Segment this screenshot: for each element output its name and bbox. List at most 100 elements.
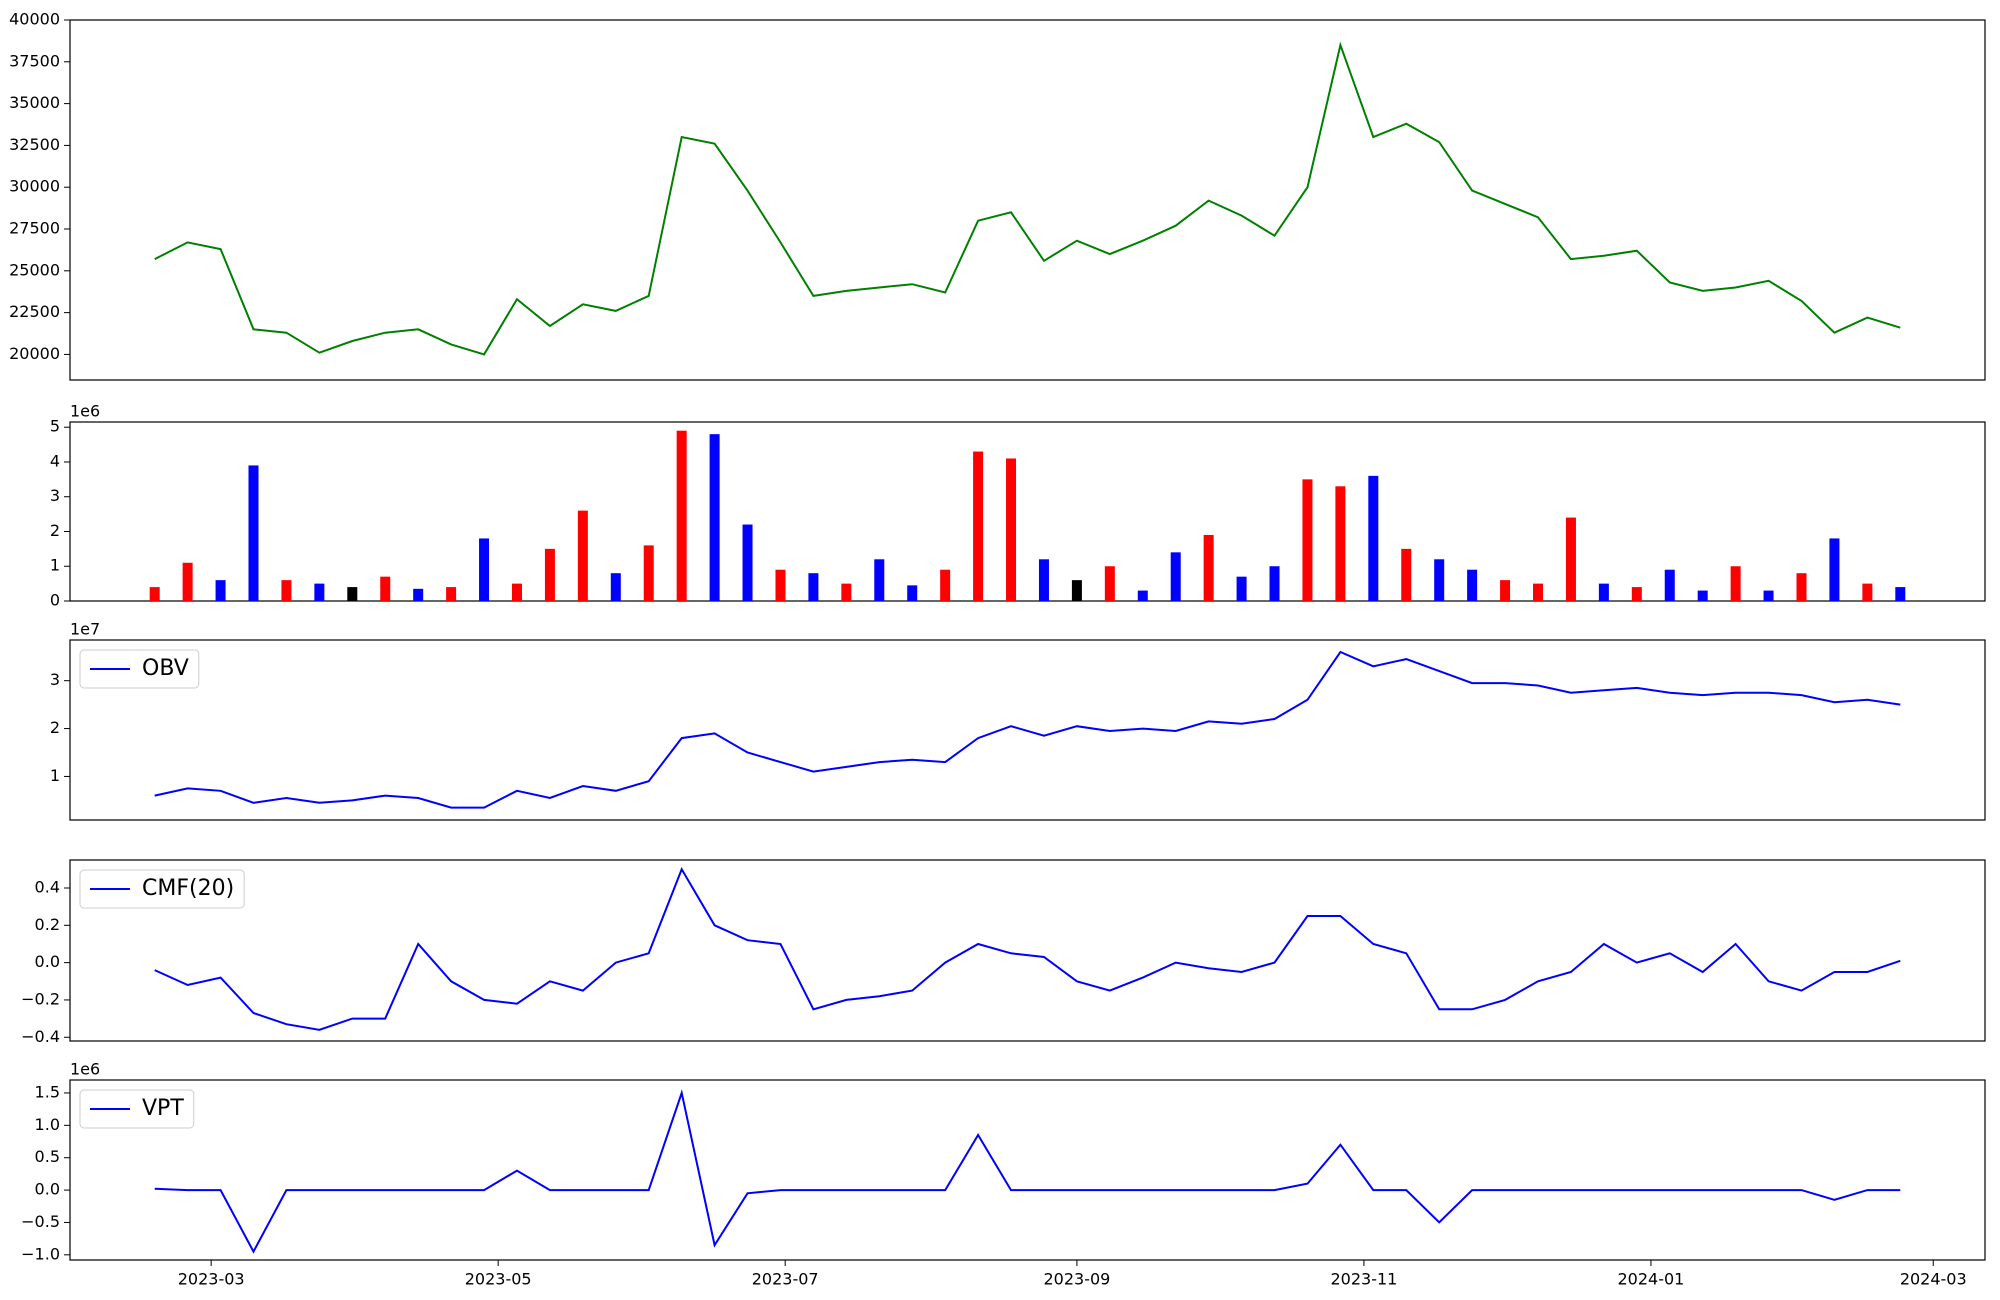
- bar: [1533, 583, 1544, 601]
- legend-text: CMF(20): [142, 876, 234, 901]
- bar: [643, 545, 654, 601]
- bar: [1631, 587, 1642, 601]
- y-tick-label: 0.0: [35, 1180, 60, 1199]
- bar: [1236, 576, 1247, 601]
- y-tick-label: 0.4: [35, 877, 60, 896]
- bar: [1071, 580, 1082, 601]
- y-tick-label: 0: [50, 591, 60, 610]
- plot-frame: [69, 639, 1986, 821]
- y-tick-label: 2: [50, 718, 60, 737]
- bar: [841, 583, 852, 601]
- y-tick-label: 30000: [9, 177, 60, 196]
- y-offset-label: 1e6: [70, 1060, 100, 1079]
- plot-frame: [69, 859, 1986, 1042]
- legend-text: VPT: [142, 1096, 184, 1121]
- legend-box: [79, 1089, 195, 1129]
- bar: [676, 430, 687, 601]
- bar: [347, 587, 358, 601]
- y-tick-label: 3: [50, 486, 60, 505]
- bar: [808, 573, 819, 601]
- y-tick-label: 1.5: [35, 1082, 60, 1101]
- bar: [1664, 569, 1675, 601]
- bar: [1302, 479, 1313, 601]
- bar: [1434, 559, 1445, 601]
- bar: [1137, 590, 1148, 601]
- bar: [610, 573, 621, 601]
- y-tick-label: 1: [50, 556, 60, 575]
- bar: [1401, 548, 1412, 601]
- y-tick-label: 27500: [9, 219, 60, 238]
- y-tick-label: 3: [50, 670, 60, 689]
- y-tick-label: −0.4: [21, 1027, 60, 1046]
- x-tick-label: 2023-11: [1330, 1270, 1397, 1289]
- bar: [1269, 566, 1280, 601]
- y-tick-label: 0.2: [35, 915, 60, 934]
- line: [154, 867, 1901, 1031]
- y-tick-label: 25000: [9, 260, 60, 279]
- y-tick-label: 0.0: [35, 952, 60, 971]
- bar: [544, 548, 555, 601]
- bar: [314, 583, 325, 601]
- x-tick-label: 2024-01: [1618, 1270, 1685, 1289]
- x-tick-label: 2023-09: [1043, 1270, 1110, 1289]
- bar: [380, 576, 391, 601]
- line: [154, 1089, 1901, 1254]
- bar: [1006, 458, 1017, 601]
- bar: [742, 524, 753, 601]
- bar: [1565, 517, 1576, 601]
- bar: [281, 580, 292, 601]
- legend-text: OBV: [142, 656, 189, 681]
- bar: [1203, 534, 1214, 601]
- bar: [973, 451, 984, 601]
- bar: [1763, 590, 1774, 601]
- x-tick-label: 2023-07: [752, 1270, 819, 1289]
- y-tick-label: 1.0: [35, 1115, 60, 1134]
- bar: [1170, 552, 1181, 601]
- plot-frame: [69, 19, 1986, 381]
- y-offset-label: 1e6: [70, 402, 100, 421]
- y-offset-label: 1e7: [70, 620, 100, 639]
- y-tick-label: −0.5: [21, 1212, 60, 1231]
- bar: [577, 510, 588, 601]
- bar: [413, 588, 424, 601]
- x-tick-label: 2023-05: [465, 1270, 532, 1289]
- x-tick-label: 2023-03: [178, 1270, 245, 1289]
- y-tick-label: 1: [50, 766, 60, 785]
- y-tick-label: 22500: [9, 302, 60, 321]
- bar: [907, 585, 918, 601]
- y-tick-label: 2: [50, 521, 60, 540]
- y-tick-label: −1.0: [21, 1244, 60, 1263]
- y-tick-label: 5: [50, 417, 60, 436]
- bar: [1038, 559, 1049, 601]
- bar: [709, 434, 720, 601]
- y-tick-label: 40000: [9, 10, 60, 29]
- bar: [1598, 583, 1609, 601]
- bar: [248, 465, 259, 601]
- legend-box: [79, 869, 245, 909]
- bar: [940, 569, 951, 601]
- bar: [511, 583, 522, 601]
- bar: [1697, 590, 1708, 601]
- y-tick-label: 0.5: [35, 1147, 60, 1166]
- bar: [1829, 538, 1840, 601]
- plot-frame: [69, 1079, 1986, 1261]
- bar: [1862, 583, 1873, 601]
- x-tick-label: 2024-03: [1900, 1270, 1967, 1289]
- y-tick-label: −0.2: [21, 989, 60, 1008]
- y-tick-label: 37500: [9, 51, 60, 70]
- bar: [1104, 566, 1115, 601]
- bar: [149, 587, 160, 601]
- bar: [446, 587, 457, 601]
- bar: [182, 562, 193, 601]
- y-tick-label: 35000: [9, 93, 60, 112]
- line: [154, 650, 1901, 809]
- plot-frame: [69, 421, 1986, 602]
- line: [154, 41, 1901, 356]
- y-tick-label: 32500: [9, 135, 60, 154]
- legend-box: [79, 649, 200, 689]
- y-tick-label: 4: [50, 451, 60, 470]
- bar: [479, 538, 490, 601]
- bar: [1500, 580, 1511, 601]
